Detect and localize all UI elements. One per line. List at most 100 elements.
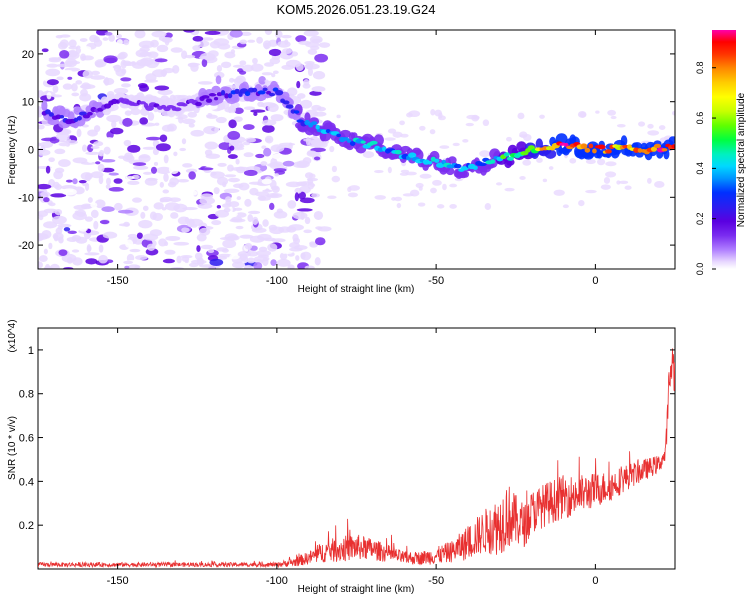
spectrogram-ridge-point <box>472 165 478 170</box>
spectrogram-noise-blob <box>278 226 292 233</box>
spectrogram-ridge-point <box>251 87 258 93</box>
spectrogram-noise-blob <box>59 39 70 49</box>
spectrogram-noise-blob <box>220 61 232 69</box>
spectrogram-noise-blob <box>120 59 127 69</box>
spectrogram-noise-blob <box>578 200 585 207</box>
spectrogram-noise-blob <box>292 211 308 220</box>
spectrogram-noise-blob <box>270 114 284 122</box>
spectrogram-noise-blob <box>101 159 116 163</box>
spectrogram-noise-blob <box>58 236 64 244</box>
spectrogram-noise-blob <box>178 116 184 124</box>
spectrogram-noise-blob <box>305 136 311 146</box>
spectrogram-noise-blob <box>273 168 287 172</box>
spectrogram-noise-blob <box>145 73 157 82</box>
spectrogram-noise-blob <box>182 118 196 125</box>
spectrogram-noise-blob <box>46 63 59 68</box>
spectrogram-ridge-point <box>671 144 675 149</box>
spectrogram-ridge-point <box>55 114 62 120</box>
colorbar-tick-label: 0.4 <box>695 162 705 175</box>
spectrogram-noise-blob <box>173 151 178 157</box>
spectrogram-noise-blob <box>452 142 460 147</box>
spectrogram-noise-blob <box>228 201 240 208</box>
spectrogram-noise-blob <box>71 83 78 92</box>
spectrogram-noise-blob <box>46 92 52 100</box>
spectrogram-ridge-halo <box>67 111 75 121</box>
spectrogram-noise-blob <box>289 242 300 249</box>
spectrogram-y-label: Frequency (Hz) <box>7 116 18 185</box>
spectrogram-x-label: Height of straight line (km) <box>298 284 415 295</box>
snr-panel: -150 -100 -50 0 0.2 0.4 0.6 0.8 1 Height of str… <box>7 319 676 595</box>
spectrogram-noise-blob <box>273 210 288 219</box>
spectrogram-noise-blob <box>299 181 312 187</box>
spectrogram-noise-blob <box>246 257 256 264</box>
spectrogram-noise-blob <box>295 35 307 43</box>
spectrogram-noise-blob <box>658 125 666 130</box>
spectrogram-noise-blob <box>309 90 322 96</box>
spectrogram-noise-blob <box>88 165 98 172</box>
spectrogram-noise-blob <box>316 141 328 148</box>
spectrogram-noise-blob <box>157 89 173 96</box>
spectrogram-noise-blob <box>210 171 217 176</box>
spectrogram-noise-blob <box>164 241 169 246</box>
spectrogram-noise-blob <box>203 125 219 135</box>
spectrogram-noise-blob <box>52 181 60 189</box>
spectrogram-noise-blob <box>154 58 168 63</box>
spectrogram-noise-blob <box>124 110 132 116</box>
spectrogram-noise-blob <box>314 257 321 266</box>
spectrogram-noise-blob <box>199 107 209 116</box>
spectrogram-noise-blob <box>247 39 256 43</box>
spectrogram-noise-blob <box>263 147 272 157</box>
spectrogram-ridge-point <box>59 115 65 119</box>
spectrogram-noise-blob <box>168 197 181 203</box>
spectrogram-noise-blob <box>250 109 266 113</box>
spectrogram-noise-blob <box>387 166 392 174</box>
spectrogram-noise-blob <box>216 176 229 186</box>
spectrogram-ridge-halo <box>304 112 311 123</box>
spectrogram-ridge-halo <box>462 170 470 178</box>
colorbar-tick-label: 0.8 <box>695 61 705 74</box>
spectrogram-noise-blob <box>647 177 652 184</box>
spectrogram-noise-blob <box>296 80 301 89</box>
spectrogram-noise-blob <box>213 187 220 195</box>
spectrogram-noise-blob <box>278 218 289 223</box>
spectrogram-noise-blob <box>192 45 201 51</box>
spectrogram-ridge-point <box>490 159 496 164</box>
spectrogram-y-tick-label: 20 <box>22 49 34 61</box>
spectrogram-noise-blob <box>374 195 387 200</box>
spectrogram-noise-blob <box>253 262 263 269</box>
spectrogram-noise-blob <box>102 37 109 41</box>
spectrogram-noise-blob <box>647 123 654 129</box>
spectrogram-noise-blob <box>229 253 240 260</box>
spectrogram-noise-blob <box>240 31 252 36</box>
spectrogram-noise-blob <box>270 259 277 267</box>
spectrogram-noise-blob <box>181 138 187 145</box>
spectrogram-noise-blob <box>48 202 56 207</box>
spectrogram-noise-blob <box>437 115 446 121</box>
spectrogram-noise-blob <box>136 232 143 239</box>
spectrogram-noise-blob <box>81 82 91 90</box>
spectrogram-noise-blob <box>76 209 86 217</box>
spectrogram-ridge-point <box>653 143 662 149</box>
spectrogram-noise-blob <box>229 145 235 151</box>
spectrogram-ridge-point <box>336 133 342 138</box>
spectrogram-noise-blob <box>68 39 77 48</box>
spectrogram-blobs <box>38 30 675 269</box>
spectrogram-noise-blob <box>504 187 515 192</box>
spectrogram-noise-blob <box>244 198 252 207</box>
spectrogram-noise-blob <box>155 143 171 152</box>
spectrogram-noise-blob <box>51 94 63 98</box>
spectrogram-noise-blob <box>318 42 331 48</box>
spectrogram-noise-blob <box>190 63 199 72</box>
spectrogram-noise-blob <box>196 233 207 242</box>
spectrogram-noise-blob <box>207 249 215 254</box>
spectrogram-noise-blob <box>362 151 375 159</box>
spectrogram-noise-blob <box>216 205 221 209</box>
spectrogram-noise-blob <box>190 40 201 46</box>
spectrogram-noise-blob <box>336 114 341 119</box>
spectrogram-noise-blob <box>159 181 164 188</box>
spectrogram-noise-blob <box>43 221 58 229</box>
spectrogram-noise-blob <box>595 110 600 114</box>
spectrogram-ridge-point <box>195 101 202 107</box>
spectrogram-noise-blob <box>38 124 45 130</box>
spectrogram-noise-blob <box>121 68 127 75</box>
